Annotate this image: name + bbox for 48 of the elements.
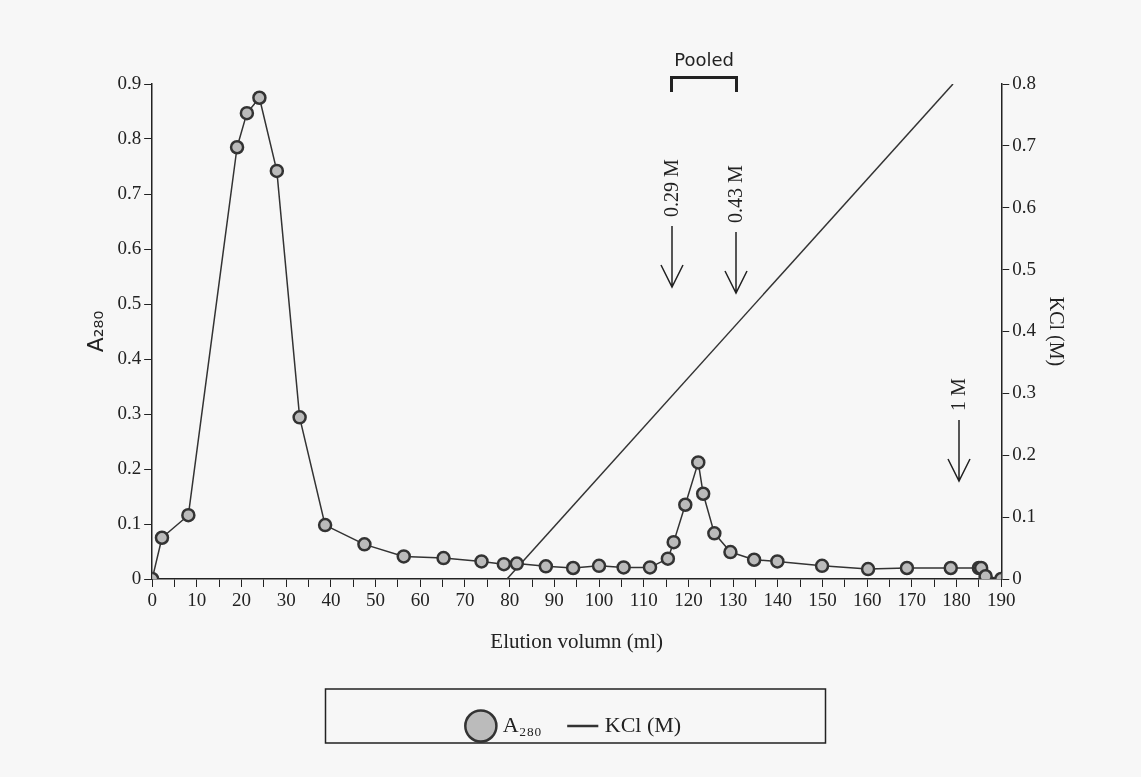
y-tick-label: 0.8 [117,126,142,148]
x-tick-label: 130 [718,589,748,611]
text: Pooled [674,48,734,70]
annotation: 0.43 M [724,165,748,223]
annotation: 1 M [946,378,970,412]
y2-tick-label: 0.2 [1012,443,1036,465]
legend-label: A₂₈₀ [502,711,542,737]
x-tick-label: 70 [455,589,475,611]
y-tick-label: 0.5 [117,291,142,313]
x-tick-label: 100 [584,589,614,611]
x-tick-label: 170 [897,589,927,611]
x-tick-label: 110 [629,589,658,611]
y2-tick-label: 0.3 [1012,381,1036,403]
y-tick-label: 0.2 [117,456,142,478]
x-tick-label: 150 [808,589,837,611]
y2-tick-label: 0.7 [1012,133,1036,155]
y2-tick-label: 0.4 [1012,319,1037,341]
y-tick-label: 0.7 [117,181,142,203]
y2-tick-label: 0 [1012,566,1022,588]
x-axis-title: Elution volumn (ml) [490,628,664,653]
y2-tick-label: 0.1 [1012,505,1036,527]
y-tick-label: 0.6 [117,236,142,258]
x-tick-label: 60 [410,589,430,611]
x-tick-label: 50 [366,589,386,611]
y-tick-label: 0.9 [117,71,142,93]
x-tick-label: 80 [500,589,520,611]
x-tick-label: 20 [232,589,252,611]
y-tick-label: 0.1 [117,511,142,533]
x-tick-label: 190 [987,589,1016,611]
annotation: 0.29 M [659,159,683,218]
y-tick-label: 0.4 [117,346,142,368]
legend-label: KCl (M) [604,711,682,737]
y-tick-label: 0 [131,566,142,588]
x-tick-label: 90 [544,589,564,611]
y-tick-label: 0.3 [117,401,142,423]
x-tick-label: 160 [852,589,882,611]
y2-tick-label: 0.8 [1012,71,1036,93]
x-tick-label: 140 [763,589,793,611]
y-axis-title: A₂₈₀ [82,310,108,353]
x-tick-label: 10 [187,589,207,611]
y2-tick-label: 0.5 [1012,257,1036,279]
x-tick-label: 0 [147,589,157,611]
x-tick-label: 180 [942,589,971,611]
x-tick-label: 40 [321,589,341,611]
y2-axis-title: KCl (M) [1044,296,1068,367]
y2-tick-label: 0.6 [1012,195,1036,217]
x-tick-label: 30 [276,589,296,611]
x-tick-label: 120 [674,589,703,611]
